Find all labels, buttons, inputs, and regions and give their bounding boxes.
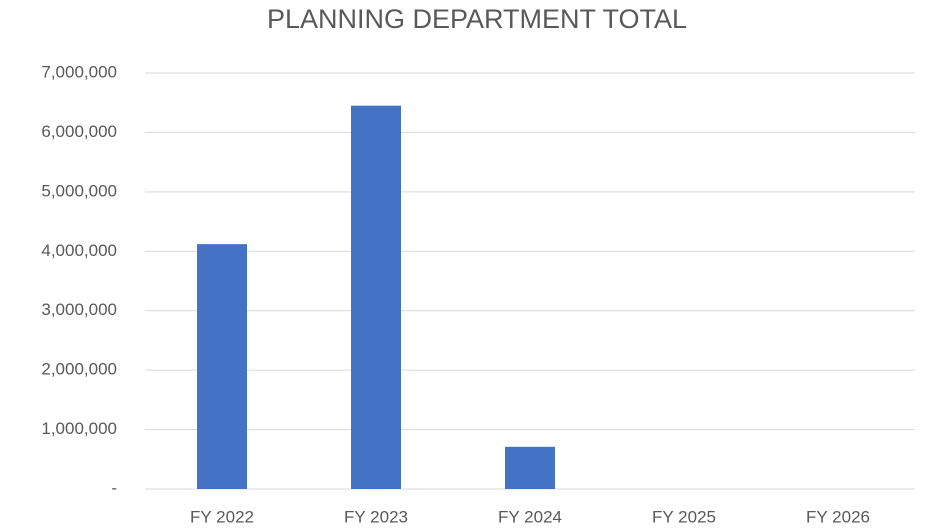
x-tick-label: FY 2025 xyxy=(652,507,716,526)
y-tick-label: 5,000,000 xyxy=(41,181,117,200)
bar xyxy=(351,105,401,489)
bar xyxy=(197,244,247,489)
x-tick-label: FY 2023 xyxy=(344,507,408,526)
y-tick-label: 4,000,000 xyxy=(41,241,117,260)
x-tick-label: FY 2022 xyxy=(190,507,254,526)
y-tick-label: 6,000,000 xyxy=(41,122,117,141)
chart-title: PLANNING DEPARTMENT TOTAL xyxy=(267,4,687,34)
bar xyxy=(505,446,555,489)
y-tick-label: 3,000,000 xyxy=(41,300,117,319)
x-tick-label: FY 2024 xyxy=(498,507,562,526)
y-tick-label: 1,000,000 xyxy=(41,419,117,438)
y-tick-label: 2,000,000 xyxy=(41,360,117,379)
y-tick-label: - xyxy=(111,478,117,497)
y-tick-label: 7,000,000 xyxy=(41,62,117,81)
x-tick-label: FY 2026 xyxy=(806,507,870,526)
